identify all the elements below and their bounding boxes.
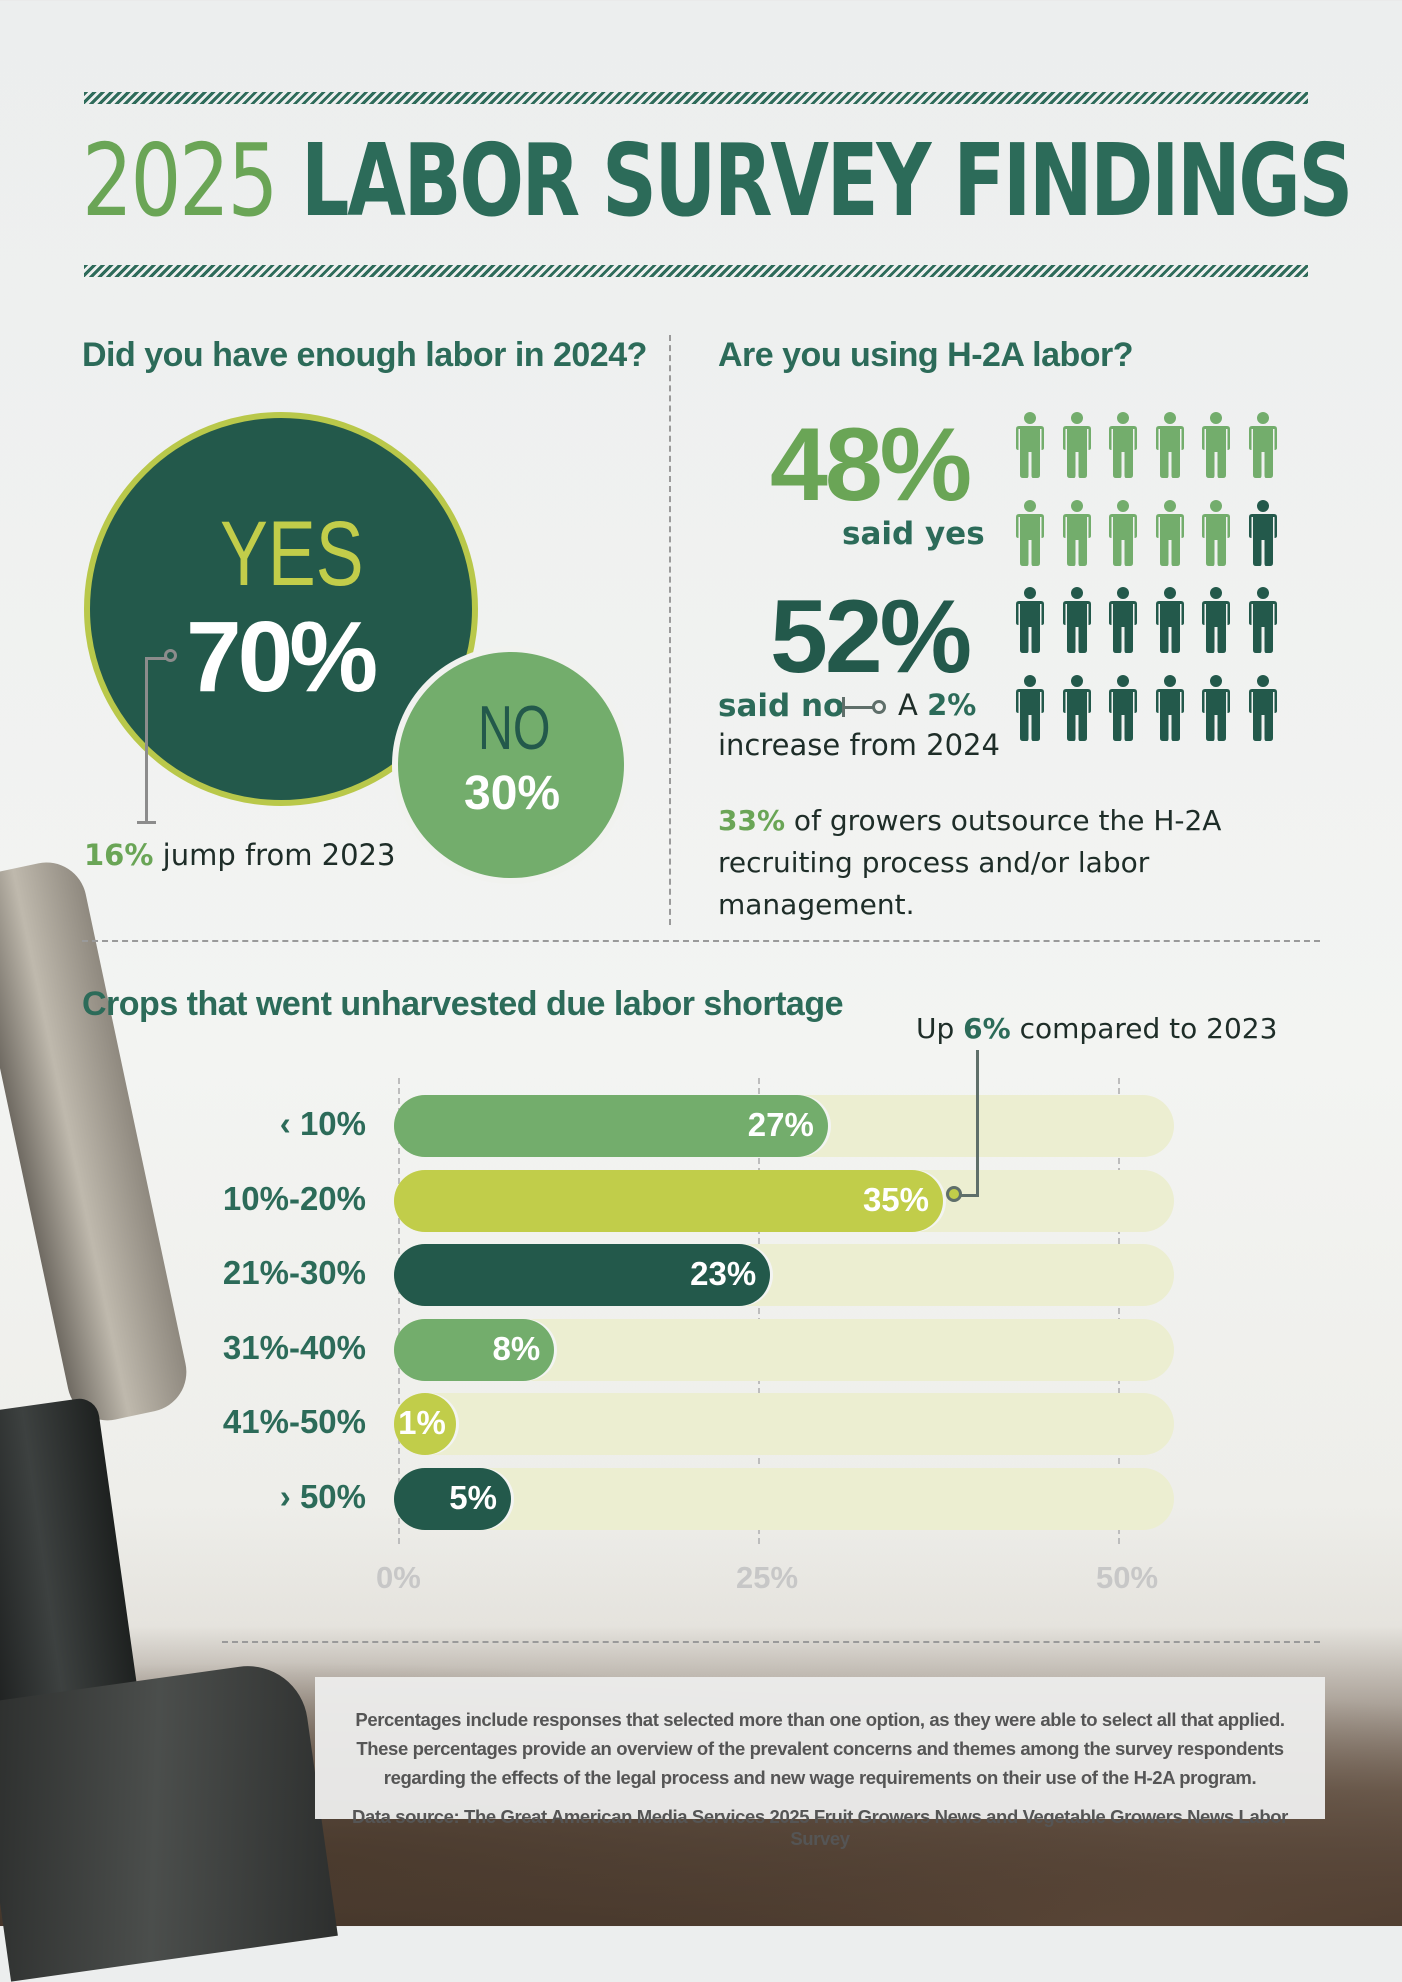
person-icon (1016, 587, 1044, 653)
bar-track (394, 1467, 1174, 1530)
jump-leader-line (145, 657, 148, 824)
jump-leader-dot (164, 649, 177, 662)
person-icon (1202, 674, 1231, 741)
footer-note: Percentages include responses that selec… (355, 1709, 1285, 1788)
page-title: 2025 LABOR SURVEY FINDINGS (82, 126, 1402, 236)
category-label: 10%-20% (222, 1179, 366, 1217)
person-icon (1249, 587, 1277, 653)
person-icon (1062, 587, 1091, 653)
person-icon (1016, 674, 1044, 741)
no-circle (392, 646, 630, 884)
increase-note: A 2% (898, 688, 976, 722)
jump-leader-cap (137, 821, 156, 824)
bar-value-label: 23% (690, 1255, 757, 1292)
outsource-text: of growers outsource the H-2A recruiting… (718, 804, 1222, 921)
person-icon (1109, 587, 1138, 653)
bar (394, 1169, 943, 1232)
column-divider (669, 335, 671, 925)
person-icon (1155, 412, 1184, 478)
increase-value: 2% (927, 688, 977, 722)
person-icon (1109, 674, 1138, 741)
gridline (758, 1078, 760, 1544)
increase-connector (843, 706, 873, 709)
top-hatch-rule (84, 92, 1308, 104)
up-leader-dot (946, 1186, 962, 1202)
gridline (398, 1078, 400, 1544)
category-label: › 50% (279, 1477, 366, 1515)
bar (394, 1244, 771, 1306)
yes-value: 70% (186, 601, 378, 713)
jump-leader-arm (145, 657, 167, 660)
yes-word: YES (220, 503, 364, 605)
person-icon (1016, 412, 1044, 478)
gridline (1118, 1078, 1120, 1544)
up-prefix: Up (916, 1012, 964, 1045)
outsource-note: 33% of growers outsource the H-2A recrui… (718, 800, 1338, 926)
q2-heading: Are you using H-2A labor? (718, 336, 1134, 374)
h2a-no-value: 52% (770, 579, 972, 695)
person-icon (1109, 412, 1138, 478)
person-icon (1062, 674, 1091, 741)
crops-heading: Crops that went unharvested due labor sh… (82, 985, 844, 1023)
outsource-value: 33% (718, 804, 786, 837)
jump-value: 16% (84, 838, 154, 872)
person-icon (1155, 587, 1184, 653)
person-icon (1202, 587, 1231, 653)
person-icon (1062, 499, 1091, 566)
person-icon (1016, 499, 1044, 566)
category-label: 21%-30% (222, 1254, 366, 1291)
person-icon (1109, 499, 1138, 566)
bar-value-label: 1% (398, 1404, 446, 1441)
person-icon (1202, 412, 1231, 478)
up-value: 6% (963, 1012, 1011, 1045)
bottom-hatch-rule (84, 265, 1308, 277)
person-icon (1155, 499, 1184, 566)
up-suffix: compared to 2023 (1010, 1012, 1278, 1045)
title-main: LABOR SURVEY FINDINGS (301, 122, 1353, 239)
up-leader-arm (960, 1194, 979, 1197)
no-word: NO (478, 694, 551, 763)
person-icon (1062, 412, 1091, 478)
person-icon (1202, 499, 1231, 566)
x-tick-label: 0% (376, 1560, 421, 1595)
up-leader-line (976, 1050, 979, 1196)
increase-connector-dot (872, 700, 886, 714)
person-icon (1249, 412, 1277, 478)
bar-value-label: 8% (492, 1329, 541, 1367)
person-icon (1249, 674, 1277, 741)
bar (394, 1318, 555, 1381)
x-tick-label: 50% (1096, 1560, 1159, 1595)
increase-prefix: A (898, 688, 928, 722)
category-label: ‹ 10% (279, 1105, 366, 1142)
q1-heading: Did you have enough labor in 2024? (82, 336, 647, 374)
bar-value-label: 27% (747, 1106, 814, 1143)
x-tick-label: 25% (736, 1560, 799, 1595)
crops-bar-chart: 0% 25% 50% ‹ 10% 27% 10%-20% 35% 21%-30% 23% 31%-… (222, 1078, 1174, 1595)
footer-source: Data source: The Great American Media Se… (352, 1806, 1288, 1849)
bar-value-label: 5% (449, 1478, 497, 1516)
footer-divider (222, 1641, 1320, 1643)
h2a-yes-label: said yes (842, 516, 985, 552)
h2a-no-label: said no (718, 688, 845, 724)
person-icon (1249, 499, 1277, 566)
section-divider (82, 940, 1320, 942)
title-year: 2025 (82, 122, 278, 239)
footer-box (315, 1677, 1325, 1819)
h2a-yes-value: 48% (770, 407, 972, 523)
person-icon (1155, 674, 1184, 741)
bar (394, 1095, 828, 1157)
bar-track (394, 1393, 1174, 1455)
category-label: 41%-50% (222, 1403, 366, 1440)
up-note: Up 6% compared to 2023 (916, 1012, 1277, 1045)
bar (394, 1467, 511, 1530)
bar (394, 1393, 456, 1455)
category-label: 31%-40% (222, 1328, 366, 1366)
no-value: 30% (464, 767, 561, 820)
jump-note: 16% jump from 2023 (84, 838, 395, 872)
increase-note-line2: increase from 2024 (718, 728, 1000, 762)
jump-text: jump from 2023 (153, 838, 396, 872)
bar-value-label: 35% (862, 1180, 929, 1218)
